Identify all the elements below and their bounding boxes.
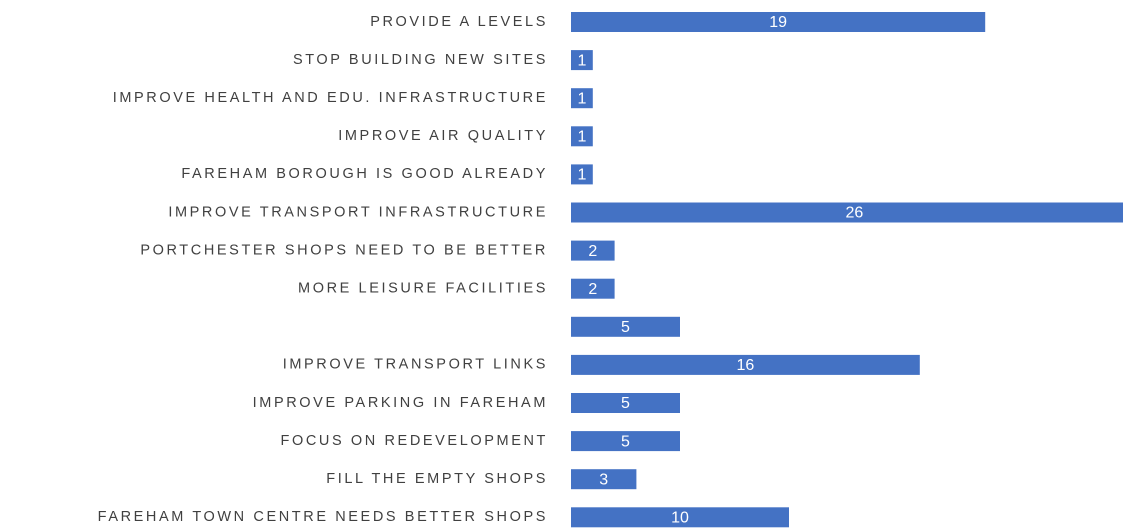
category-label: IMPROVE TRANSPORT LINKS (283, 357, 548, 373)
bar (571, 469, 637, 490)
value-label: 1 (577, 167, 586, 184)
value-label: 2 (588, 243, 597, 260)
category-label: IMPROVE AIR QUALITY (338, 128, 548, 144)
value-label: 1 (577, 90, 586, 107)
value-label: 16 (737, 357, 755, 374)
category-label: MORE LEISURE FACILITIES (298, 281, 548, 297)
category-label: FAREHAM BOROUGH IS GOOD ALREADY (181, 166, 548, 182)
bar (571, 126, 593, 147)
value-label: 5 (621, 395, 630, 412)
category-label: FOCUS ON REDEVELOPMENT (281, 433, 548, 449)
bar (571, 50, 593, 71)
value-label: 19 (769, 14, 787, 31)
category-label: PROVIDE A LEVELS (370, 14, 548, 30)
value-label: 3 (599, 471, 608, 488)
value-label: 5 (621, 319, 630, 336)
bar (571, 507, 789, 528)
bar (571, 12, 986, 32)
category-label: STOP BUILDING NEW SITES (293, 52, 548, 68)
value-label: 1 (577, 129, 586, 146)
bar (571, 202, 1123, 223)
category-label: IMPROVE HEALTH AND EDU. INFRASTRUCTURE (113, 90, 548, 106)
bar (571, 354, 920, 375)
bar (571, 316, 680, 337)
value-label: 5 (621, 433, 630, 450)
bar (571, 431, 680, 452)
category-label: IMPROVE PARKING IN FAREHAM (253, 395, 548, 411)
value-label: 2 (588, 281, 597, 298)
category-label: FAREHAM TOWN CENTRE NEEDS BETTER SHOPS (98, 509, 548, 525)
value-label: 10 (671, 510, 689, 527)
category-label: IMPROVE TRANSPORT INFRASTRUCTURE (168, 204, 548, 220)
bar (571, 393, 680, 413)
value-label: 26 (846, 205, 864, 222)
category-label: PORTCHESTER SHOPS NEED TO BE BETTER (140, 242, 548, 258)
bar (571, 164, 593, 185)
value-label: 1 (577, 52, 586, 69)
category-label: FILL THE EMPTY SHOPS (326, 471, 548, 487)
bar (571, 88, 593, 109)
bar (571, 278, 615, 299)
bar (571, 240, 615, 261)
